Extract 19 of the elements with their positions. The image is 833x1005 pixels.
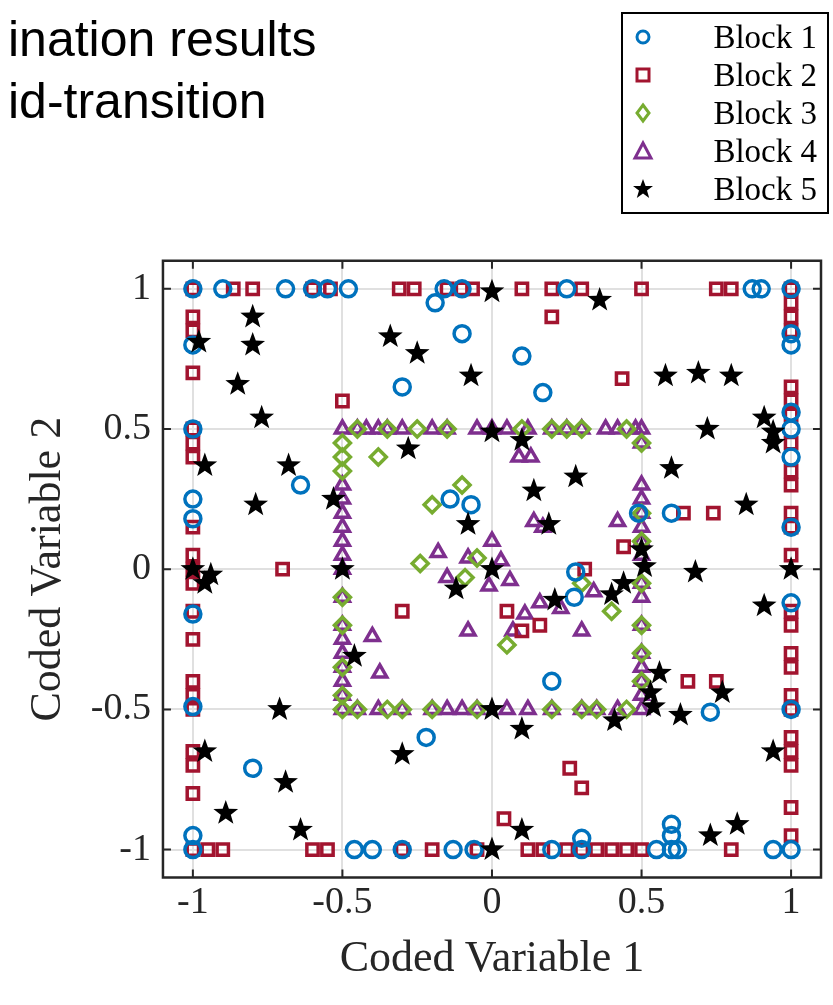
legend-label: Block 1 [713, 18, 817, 56]
x-axis-title: Coded Variable 1 [339, 932, 645, 982]
y-tick-label: -0.5 [90, 685, 151, 728]
y-tick-label: 0.5 [103, 405, 151, 447]
legend-label: Block 4 [713, 132, 817, 170]
chart-subtitle: id-transition [8, 72, 268, 131]
chart-title: ination results [8, 10, 317, 69]
y-tick-label: 0 [131, 545, 151, 588]
x-tick-label: -0.5 [312, 879, 373, 922]
y-axis-title: Coded Variable 2 [20, 416, 70, 722]
legend-label: Block 5 [713, 170, 817, 208]
legend-label: Block 2 [713, 56, 817, 94]
legend-label: Block 3 [713, 94, 817, 132]
y-tick-label: -1 [119, 825, 151, 868]
x-tick-label: 1 [781, 879, 801, 922]
x-tick-label: 0 [482, 879, 502, 922]
x-tick-label: -1 [177, 879, 209, 922]
y-tick-label: 1 [131, 264, 151, 307]
x-tick-label: 0.5 [617, 879, 666, 922]
